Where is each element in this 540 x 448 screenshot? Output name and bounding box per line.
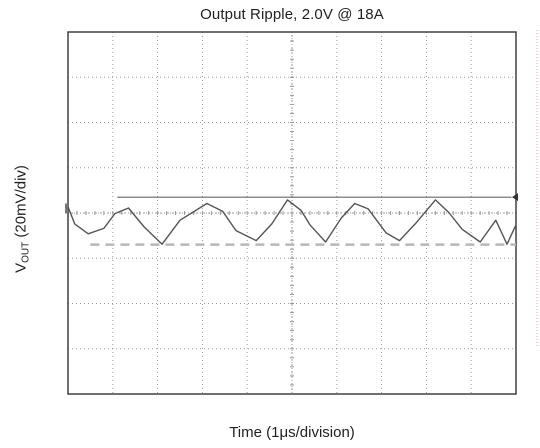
channel-marker [65,203,68,214]
x-axis-label: Time (1μs/division) [229,424,355,441]
right-edge-marks [536,30,538,346]
trigger-level-marker [512,193,518,202]
ripple-waveform [67,199,517,245]
chart-title: Output Ripple, 2.0V @ 18A [200,6,384,23]
